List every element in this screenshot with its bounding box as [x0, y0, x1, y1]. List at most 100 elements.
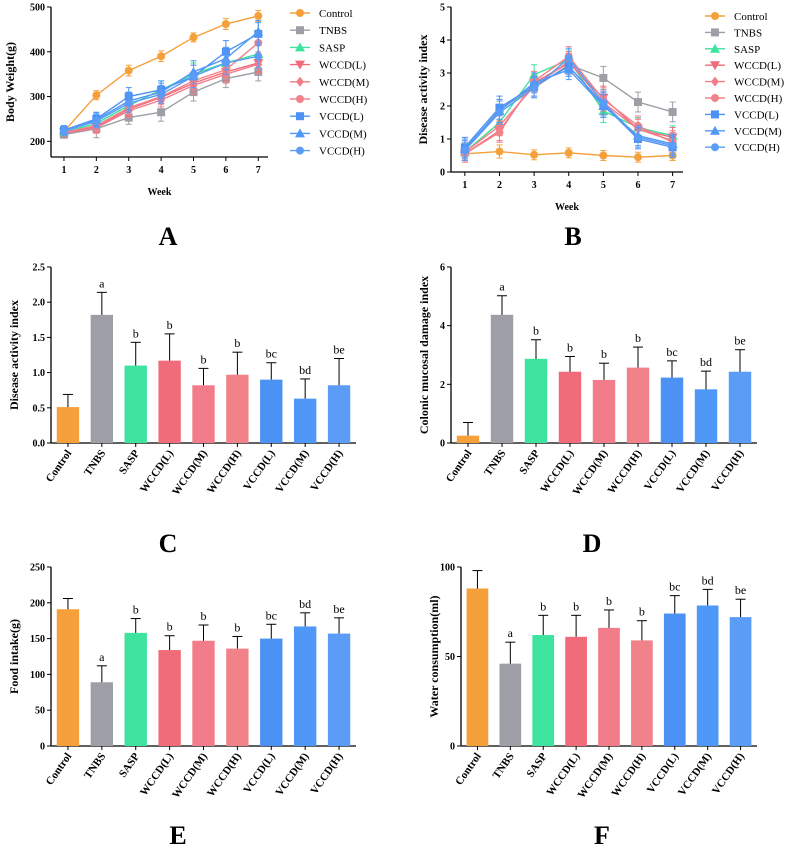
panel-label-text: F	[594, 821, 610, 850]
y-tick-label: 0.5	[33, 403, 46, 414]
y-tick-label: 2	[440, 380, 445, 391]
y-axis-title: Food intake(g)	[7, 619, 21, 694]
x-tick-label: 2	[94, 165, 99, 176]
data-point	[530, 83, 539, 92]
legend-entry-wccd-l: WCCD(L)	[290, 60, 366, 72]
significance-label: b	[573, 599, 579, 613]
significance-label: b	[639, 605, 645, 619]
category-label: TNBS	[482, 448, 508, 478]
legend-marker	[296, 146, 304, 155]
data-point	[254, 52, 263, 61]
data-point	[253, 26, 264, 36]
data-point	[668, 107, 677, 116]
bar	[293, 626, 317, 746]
legend-marker	[710, 125, 720, 135]
y-tick-label: 2.0	[33, 298, 46, 309]
y-tick-label: 100	[30, 670, 45, 681]
significance-label: b	[201, 352, 207, 366]
data-point	[495, 128, 504, 137]
category-label: VCCD(L)	[645, 751, 682, 796]
category-label: SASP	[117, 448, 142, 477]
legend-entry-vccd-m: VCCD(M)	[705, 125, 782, 138]
x-tick-label: 5	[601, 180, 606, 191]
category-label: WCCD(H)	[205, 448, 244, 497]
category-label: WCCD(L)	[138, 751, 176, 799]
bar-group-tnbs: a TNBS	[82, 276, 114, 478]
legend-marker	[296, 26, 304, 35]
legend-label: WCCD(H)	[319, 94, 368, 106]
bar	[694, 389, 718, 443]
bar-group-sasp: b SASP	[117, 326, 147, 477]
legend-marker	[296, 95, 304, 103]
legend-entry-wccd-l: WCCD(L)	[705, 60, 781, 72]
bar-group-control: Control	[453, 570, 489, 788]
y-tick-label: 300	[30, 92, 45, 103]
legend-entry-wccd-h: WCCD(H)	[290, 94, 368, 106]
category-label: VCCD(H)	[710, 751, 747, 797]
y-tick-label: 200	[30, 598, 45, 609]
category-label: VCCD(L)	[241, 751, 278, 796]
data-point	[564, 148, 573, 157]
significance-label: b	[133, 326, 139, 340]
x-tick-label: 7	[670, 180, 675, 191]
category-label: Control	[444, 448, 475, 485]
legend-label: VCCD(H)	[734, 142, 780, 154]
significance-label: bd	[299, 597, 311, 611]
data-point	[599, 73, 608, 82]
data-point	[254, 11, 263, 20]
significance-label: be	[333, 343, 344, 357]
bar	[558, 371, 582, 443]
panel-f-bar-chart: 0 50 100 Water consumption(ml) Control a TNBS b…	[427, 563, 757, 850]
data-point	[633, 133, 642, 142]
legend-label: TNBS	[734, 27, 762, 39]
bar	[327, 385, 351, 443]
data-point	[157, 90, 166, 99]
legend-label: SASP	[734, 44, 760, 56]
y-tick-label: 0	[40, 742, 45, 753]
category-label: TNBS	[82, 448, 108, 478]
category-label: VCCD(L)	[642, 448, 679, 493]
category-label: WCCD(M)	[170, 751, 210, 801]
legend-entry-tnbs: TNBS	[290, 25, 347, 37]
legend-label: WCCD(L)	[734, 60, 781, 72]
x-tick-label: 1	[61, 165, 66, 176]
category-label: Control	[44, 751, 75, 788]
bar	[532, 635, 555, 746]
bar	[598, 627, 620, 746]
x-tick-label: 4	[566, 180, 571, 191]
bar	[456, 435, 480, 443]
category-label: VCCD(M)	[676, 751, 714, 799]
legend-marker	[711, 143, 719, 152]
x-axis-title: Week	[148, 187, 172, 198]
significance-label: a	[99, 650, 105, 664]
data-point	[530, 150, 539, 159]
significance-label: b	[601, 347, 607, 361]
bar	[158, 650, 181, 746]
y-tick-label: 4	[440, 36, 445, 47]
significance-label: b	[234, 336, 240, 350]
data-point	[221, 58, 230, 67]
series-control	[460, 144, 677, 163]
legend-entry-control: Control	[705, 11, 768, 23]
data-point	[124, 99, 133, 108]
series-vccd-m	[459, 59, 678, 160]
y-tick-label: 1.0	[33, 368, 46, 379]
x-tick-label: 6	[223, 165, 228, 176]
bar	[729, 617, 752, 746]
y-tick-label: 5	[440, 3, 445, 14]
y-tick-label: 0	[450, 742, 455, 753]
data-point	[124, 66, 133, 75]
y-tick-label: 250	[30, 563, 45, 574]
legend-marker	[711, 94, 719, 102]
significance-label: b	[167, 318, 173, 332]
bar	[728, 371, 752, 443]
bar	[327, 633, 351, 746]
category-label: WCCD(L)	[138, 448, 176, 496]
data-point	[599, 151, 608, 160]
data-point	[189, 72, 198, 81]
panel-label-text: E	[169, 821, 186, 850]
y-tick-label: 2.5	[33, 263, 46, 274]
panel-a-line-chart: 200 300 400 500 1 2 3 4 5 6 7 Week Body Weight(g) Con…	[3, 3, 369, 252]
legend-entry-wccd-m: WCCD(M)	[705, 76, 784, 89]
